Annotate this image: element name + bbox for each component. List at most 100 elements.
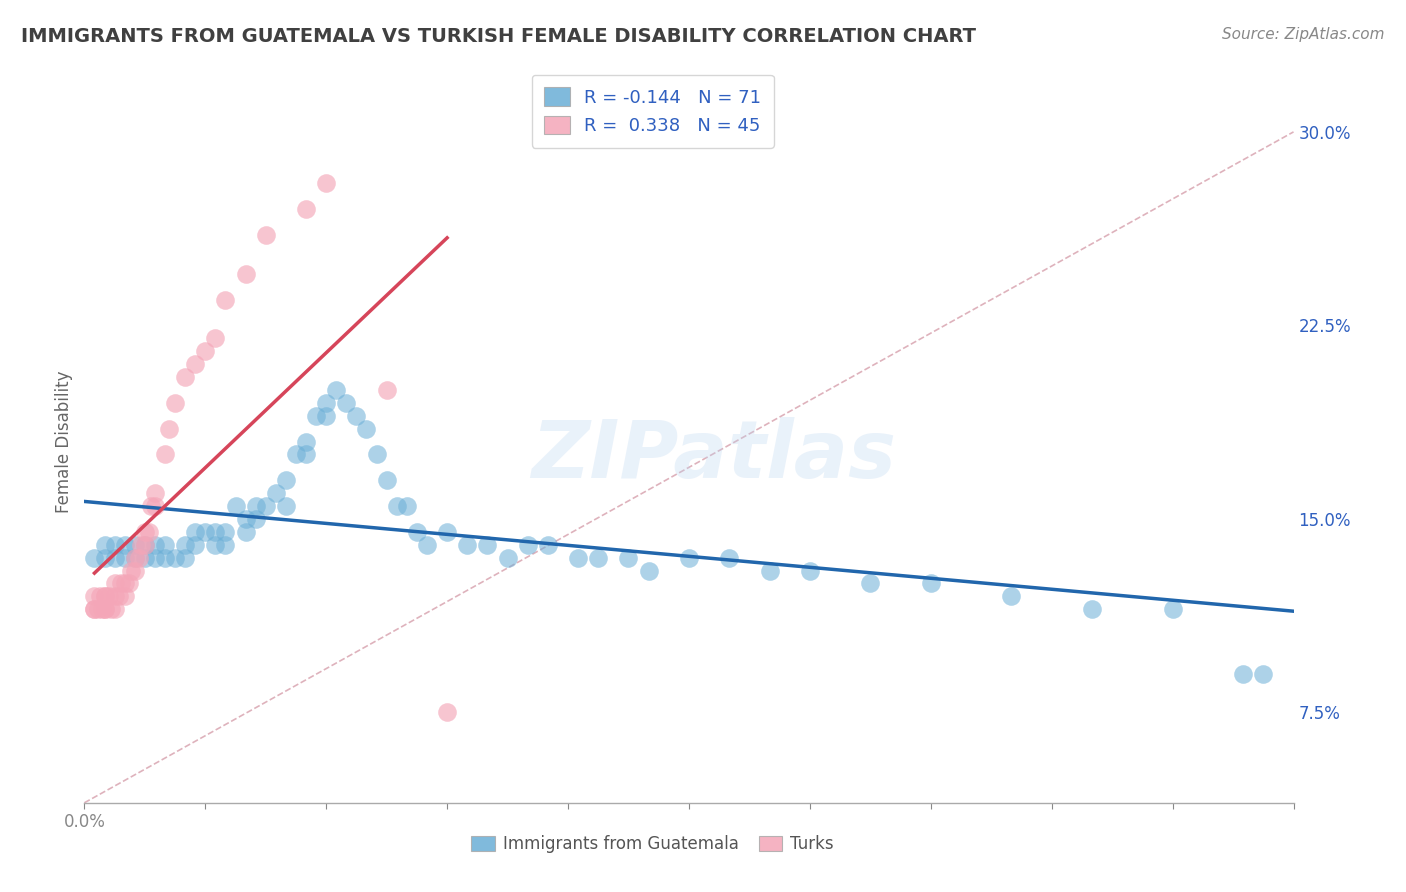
Point: [97, 590, 120, 604]
Point: [375, 473, 398, 487]
Point: [114, 590, 136, 604]
Point: [346, 409, 368, 423]
Point: [678, 550, 700, 565]
Point: [165, 550, 187, 565]
Y-axis label: Female Disability: Female Disability: [55, 370, 73, 513]
Point: [143, 499, 166, 513]
Point: [516, 538, 538, 552]
Text: ZIPatlas: ZIPatlas: [530, 417, 896, 495]
Point: [274, 499, 297, 513]
Point: [138, 524, 160, 539]
Point: [264, 486, 287, 500]
Point: [93, 590, 115, 604]
Point: [91, 602, 114, 616]
Point: [134, 538, 156, 552]
Point: [1081, 602, 1104, 616]
Point: [235, 524, 257, 539]
Point: [385, 499, 408, 513]
Point: [395, 499, 418, 513]
Point: [174, 550, 197, 565]
Point: [174, 538, 197, 552]
Point: [315, 396, 337, 410]
Point: [718, 550, 741, 565]
Point: [153, 550, 176, 565]
Point: [245, 512, 267, 526]
Point: [315, 177, 337, 191]
Point: [93, 602, 115, 616]
Point: [184, 524, 207, 539]
Point: [143, 550, 166, 565]
Point: [758, 564, 780, 578]
Point: [920, 576, 942, 591]
Point: [107, 590, 129, 604]
Point: [114, 576, 136, 591]
Point: [100, 602, 122, 616]
Point: [436, 524, 458, 539]
Point: [174, 370, 197, 384]
Point: [537, 538, 560, 552]
Point: [366, 447, 388, 461]
Point: [335, 396, 357, 410]
Point: [124, 550, 146, 565]
Point: [93, 602, 115, 616]
Point: [406, 524, 429, 539]
Point: [1000, 590, 1022, 604]
Point: [118, 576, 141, 591]
Point: [83, 550, 105, 565]
Point: [295, 447, 318, 461]
Point: [295, 202, 318, 217]
Point: [165, 396, 187, 410]
Point: [104, 590, 127, 604]
Legend: Immigrants from Guatemala, Turks: Immigrants from Guatemala, Turks: [464, 828, 841, 860]
Point: [859, 576, 882, 591]
Point: [184, 538, 207, 552]
Point: [129, 538, 152, 552]
Point: [114, 538, 136, 552]
Point: [567, 550, 589, 565]
Point: [477, 538, 499, 552]
Point: [83, 602, 105, 616]
Point: [83, 590, 105, 604]
Text: IMMIGRANTS FROM GUATEMALA VS TURKISH FEMALE DISABILITY CORRELATION CHART: IMMIGRANTS FROM GUATEMALA VS TURKISH FEM…: [21, 27, 976, 45]
Point: [93, 590, 115, 604]
Point: [124, 564, 146, 578]
Point: [799, 564, 821, 578]
Point: [356, 422, 378, 436]
Point: [134, 524, 156, 539]
Point: [124, 550, 146, 565]
Point: [153, 447, 176, 461]
Text: Source: ZipAtlas.com: Source: ZipAtlas.com: [1222, 27, 1385, 42]
Point: [588, 550, 610, 565]
Point: [134, 550, 156, 565]
Point: [89, 590, 111, 604]
Point: [235, 512, 257, 526]
Point: [204, 331, 226, 345]
Point: [143, 486, 166, 500]
Point: [157, 422, 180, 436]
Point: [93, 538, 115, 552]
Point: [184, 357, 207, 371]
Point: [194, 524, 217, 539]
Point: [143, 538, 166, 552]
Point: [204, 524, 226, 539]
Point: [617, 550, 640, 565]
Point: [436, 706, 458, 720]
Point: [104, 550, 127, 565]
Point: [456, 538, 478, 552]
Point: [315, 409, 337, 423]
Point: [245, 499, 267, 513]
Point: [110, 576, 132, 591]
Point: [114, 550, 136, 565]
Point: [204, 538, 226, 552]
Point: [93, 550, 115, 565]
Point: [416, 538, 439, 552]
Point: [1253, 666, 1275, 681]
Point: [83, 602, 105, 616]
Point: [235, 267, 257, 281]
Point: [305, 409, 328, 423]
Point: [274, 473, 297, 487]
Point: [104, 576, 127, 591]
Point: [134, 538, 156, 552]
Point: [87, 602, 110, 616]
Point: [637, 564, 659, 578]
